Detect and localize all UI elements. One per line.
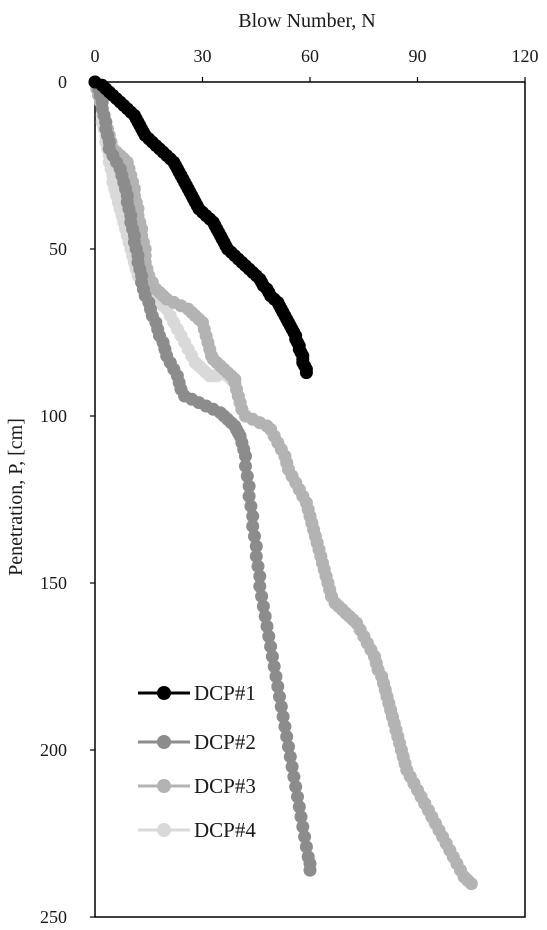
legend-item: DCP#1 bbox=[138, 681, 256, 705]
data-point bbox=[292, 800, 306, 814]
data-point bbox=[285, 760, 299, 774]
plot-area-frame bbox=[94, 81, 526, 918]
x-tick-label: 60 bbox=[301, 46, 319, 66]
data-point bbox=[280, 730, 294, 744]
legend-marker bbox=[157, 779, 171, 793]
data-point bbox=[242, 489, 256, 503]
data-point bbox=[283, 750, 297, 764]
data-point bbox=[287, 770, 301, 784]
data-point bbox=[464, 877, 478, 891]
data-point bbox=[260, 619, 274, 633]
y-tick-label: 250 bbox=[40, 907, 67, 927]
legend-label: DCP#3 bbox=[194, 774, 256, 798]
legend-marker bbox=[157, 735, 171, 749]
data-point bbox=[256, 599, 270, 613]
data-point bbox=[271, 680, 285, 693]
data-point bbox=[282, 740, 295, 754]
x-tick-label: 90 bbox=[409, 46, 427, 66]
data-point bbox=[249, 539, 263, 553]
data-point bbox=[244, 499, 258, 513]
data-point bbox=[253, 579, 267, 593]
y-tick-label: 200 bbox=[40, 740, 67, 760]
x-axis-label: Blow Number, N bbox=[238, 10, 376, 32]
data-point bbox=[248, 529, 261, 543]
legend: DCP#1 DCP#2 DCP#3 DCP#4 bbox=[138, 681, 256, 842]
data-point bbox=[274, 700, 288, 714]
data-point bbox=[239, 459, 252, 473]
series-layer bbox=[88, 75, 478, 891]
data-point bbox=[258, 609, 272, 623]
data-point bbox=[278, 720, 292, 734]
data-point bbox=[291, 790, 304, 804]
data-point bbox=[264, 640, 278, 653]
x-tick-labels: 0 30 60 90 120 bbox=[91, 46, 539, 82]
data-point bbox=[276, 710, 290, 724]
y-tick-label: 50 bbox=[49, 239, 67, 259]
data-point bbox=[273, 690, 286, 704]
data-point bbox=[239, 449, 252, 463]
data-point bbox=[303, 863, 317, 877]
data-point bbox=[296, 820, 310, 834]
data-point bbox=[242, 479, 256, 493]
y-tick-label: 100 bbox=[40, 406, 67, 426]
data-point bbox=[289, 780, 303, 794]
series-dcp2 bbox=[88, 75, 317, 877]
legend-label: DCP#1 bbox=[194, 681, 256, 705]
data-point bbox=[246, 519, 260, 533]
data-point bbox=[294, 810, 308, 824]
data-point bbox=[253, 569, 267, 583]
legend-item: DCP#2 bbox=[138, 730, 256, 754]
y-axis-label: Penetration, P, [cm] bbox=[5, 418, 27, 576]
y-tick-labels: 0 50 100 150 200 250 bbox=[40, 72, 95, 927]
data-point bbox=[249, 549, 263, 563]
data-point bbox=[240, 469, 254, 483]
legend-label: DCP#4 bbox=[194, 818, 256, 842]
series-dcp1 bbox=[88, 75, 313, 380]
y-tick-label: 150 bbox=[40, 573, 67, 593]
legend-item: DCP#3 bbox=[138, 774, 256, 798]
data-point bbox=[251, 559, 265, 573]
x-tick-label: 120 bbox=[512, 46, 539, 66]
legend-marker bbox=[157, 823, 171, 837]
data-point bbox=[265, 650, 279, 663]
x-tick-label: 30 bbox=[194, 46, 212, 66]
data-point bbox=[267, 660, 281, 673]
data-point bbox=[299, 366, 313, 380]
data-point bbox=[298, 830, 312, 844]
data-point bbox=[246, 509, 260, 523]
data-point bbox=[262, 629, 276, 643]
data-point bbox=[299, 840, 313, 854]
legend-label: DCP#2 bbox=[194, 730, 256, 754]
x-tick-label: 0 bbox=[91, 46, 100, 66]
data-point bbox=[255, 589, 269, 603]
legend-marker bbox=[157, 686, 171, 700]
legend-item: DCP#4 bbox=[138, 818, 256, 842]
data-point bbox=[269, 670, 283, 683]
y-tick-label: 0 bbox=[58, 72, 67, 92]
